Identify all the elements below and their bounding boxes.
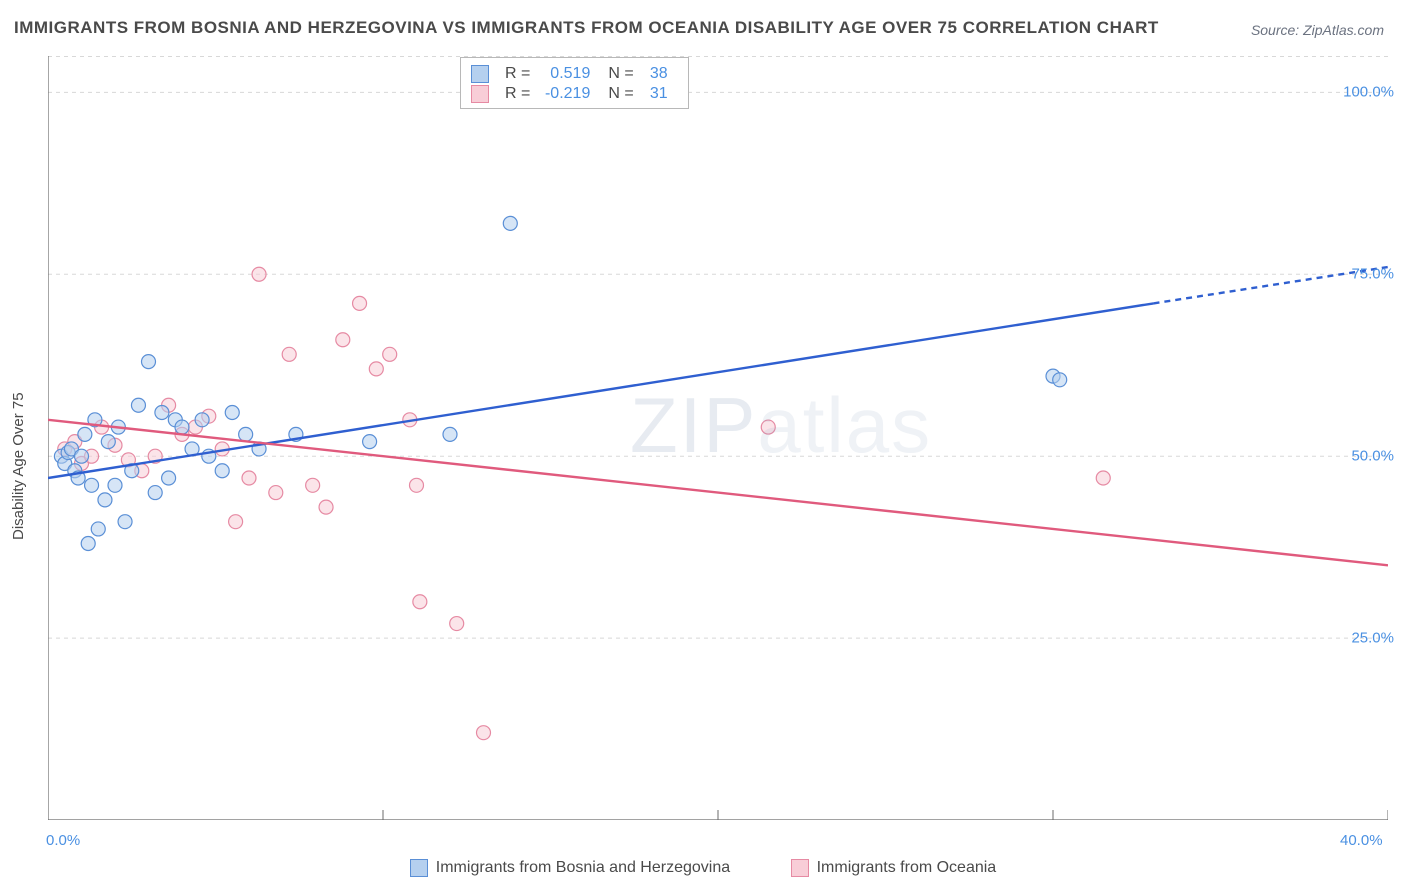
x-tick-label: 40.0% (1340, 832, 1383, 849)
legend-item-b: Immigrants from Oceania (791, 859, 997, 877)
stats-swatch (471, 65, 489, 83)
y-tick-label: 50.0% (1351, 448, 1394, 465)
x-tick-label: 0.0% (46, 832, 80, 849)
legend-label-a: Immigrants from Bosnia and Herzegovina (436, 859, 730, 877)
legend-item-a: Immigrants from Bosnia and Herzegovina (410, 859, 730, 877)
bottom-legend: Immigrants from Bosnia and Herzegovina I… (0, 859, 1406, 882)
stats-legend: R =0.519N =38R =-0.219N =31 (460, 57, 689, 109)
stats-swatch (471, 85, 489, 103)
y-tick-label: 100.0% (1343, 84, 1394, 101)
y-tick-label: 75.0% (1351, 266, 1394, 283)
legend-label-b: Immigrants from Oceania (817, 859, 997, 877)
legend-swatch-a (410, 859, 428, 877)
chart-title: IMMIGRANTS FROM BOSNIA AND HERZEGOVINA V… (14, 18, 1159, 38)
scatter-plot (48, 56, 1388, 820)
y-tick-label: 25.0% (1351, 630, 1394, 647)
y-axis-label: Disability Age Over 75 (10, 392, 27, 540)
source-attribution: Source: ZipAtlas.com (1251, 22, 1384, 38)
legend-swatch-b (791, 859, 809, 877)
